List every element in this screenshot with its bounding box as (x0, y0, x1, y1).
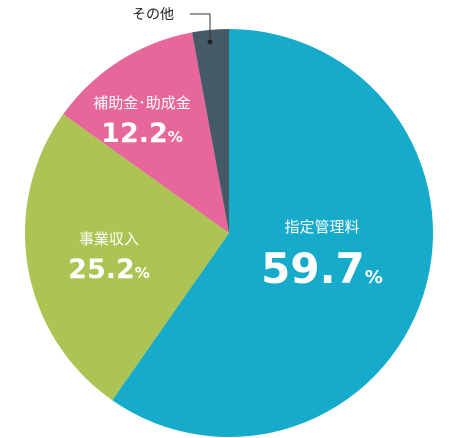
slice-value-subsidy-number: 12.2 (101, 118, 168, 149)
slice-value-business-income-number: 25.2 (68, 254, 135, 285)
slice-value-subsidy-unit: % (168, 128, 183, 146)
pie-slice-management-fee (112, 29, 433, 437)
slice-value-business-income: 25.2% (68, 254, 150, 285)
slice-value-business-income-unit: % (135, 264, 150, 282)
slice-value-management-fee: 59.7% (261, 244, 383, 293)
other-leader-dot (207, 39, 213, 45)
slice-label-other: その他 (132, 7, 174, 23)
slice-value-management-fee-unit: % (365, 267, 383, 288)
slice-value-management-fee-number: 59.7 (261, 244, 365, 293)
slice-label-business-income: 事業収入 (79, 230, 139, 248)
slice-label-subsidy: 補助金･助成金 (93, 94, 191, 112)
slice-value-subsidy: 12.2% (101, 118, 183, 149)
pie-slice-business-income (24, 114, 230, 401)
pie-slice-subsidy (63, 32, 230, 233)
pie-slice-other (192, 29, 229, 233)
slice-label-management-fee: 指定管理料 (284, 218, 359, 236)
